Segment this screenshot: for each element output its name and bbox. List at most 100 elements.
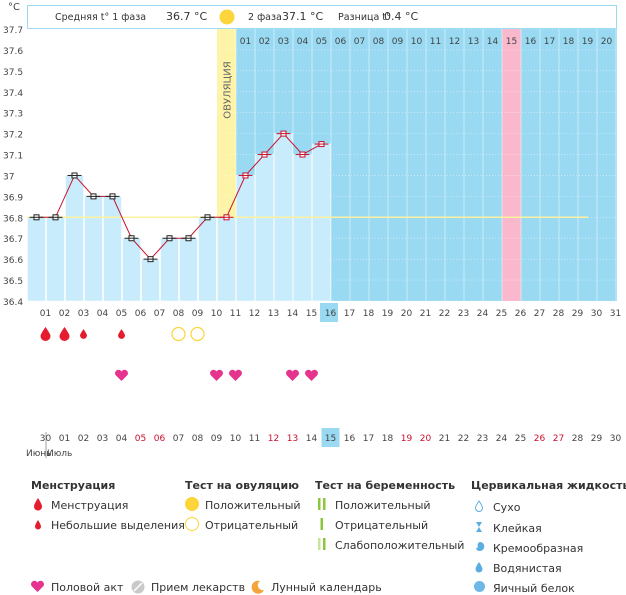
calendar-day-label: 29 [591,434,603,444]
cycle-day-label: 03 [78,309,89,319]
cycle-day-label: 23 [458,309,469,319]
y-tick-label: 37.7 [3,26,23,36]
month-label-july: Июль [47,449,72,459]
single-stripe-icon [320,518,323,530]
phase-day-label: 09 [392,37,404,47]
menstruation-drop-icon [40,327,51,342]
cycle-day-label: 17 [344,309,355,319]
drop-icon [34,498,42,511]
cycle-day-label: 13 [268,309,279,319]
calendar-day-label: 08 [192,434,204,444]
watery-drop-icon [475,562,483,573]
calendar-day-label: 16 [344,434,356,444]
cycle-day-label: 18 [363,309,375,319]
calendar-day-label: 13 [287,434,298,444]
temperature-bar [84,196,103,302]
temperature-bar [293,154,312,302]
cycle-day-label: 16 [325,309,337,319]
legend-medication: Прием лекарств [151,581,246,594]
calendar-day-label: 19 [401,434,413,444]
phase1-average-label: Средняя t° 1 фаза [55,12,146,23]
cycle-day-label: 11 [230,309,241,319]
pink-highlight-column [502,29,521,301]
phase-day-label: 15 [506,37,517,47]
today-calendar-highlight [321,428,340,447]
menstruation-drop-icon [80,329,87,339]
phase-day-label: 20 [601,37,613,47]
cycle-day-label: 24 [477,309,489,319]
cycle-day-label: 15 [306,309,317,319]
y-tick-label: 36.8 [3,214,23,224]
cycle-day-label: 28 [553,309,565,319]
legend-pregtest-positive: Положительный [335,499,431,512]
y-tick-label: 37.1 [3,152,23,162]
phase-day-label: 11 [430,37,441,47]
cycle-day-label: 19 [382,309,394,319]
cycle-day-label: 04 [97,309,109,319]
legend-cervical-sticky: Клейкая [493,522,542,535]
cycle-day-label: 08 [173,309,185,319]
cycle-day-label: 02 [59,309,70,319]
temperature-bar [27,217,46,302]
cycle-day-label: 26 [515,309,527,319]
temperature-bar [255,154,274,302]
temperature-bar [122,237,141,302]
calendar-day-label: 17 [363,434,374,444]
phase-day-label: 03 [278,37,289,47]
y-tick-label: 37 [3,172,14,182]
calendar-day-label: 11 [249,434,260,444]
cycle-day-label: 22 [439,309,450,319]
temperature-bar [141,258,160,302]
legend-cervical-dry: Сухо [493,501,521,514]
temperature-line [36,132,322,260]
calendar-day-label: 22 [458,434,469,444]
calendar-day-label: 18 [382,434,394,444]
legend-cervical-title: Цервикальная жидкость [471,479,626,492]
cycle-day-label: 21 [420,309,431,319]
legend-pregnancy-test-title: Тест на беременность [315,479,456,492]
cycle-day-label: 20 [401,309,413,319]
legend-menstruation-item: Менструация [51,499,129,512]
legend-ovulation-test-title: Тест на овуляцию [185,479,299,492]
calendar-day-label: 27 [553,434,564,444]
y-tick-label: 37.2 [3,131,23,141]
calendar-day-label: 21 [439,434,450,444]
legend-cervical-eggwhite: Яичный белок [493,582,575,595]
cycle-day-label: 05 [116,309,127,319]
temperature-bar [160,237,179,302]
temperature-bar [312,143,331,302]
calendar-day-label: 14 [306,434,318,444]
difference-value: 0.4 °C [384,10,418,23]
calendar-day-label: 02 [78,434,89,444]
cycle-day-label: 10 [211,309,223,319]
phase-day-label: 07 [354,37,365,47]
cycle-day-label: 06 [135,309,147,319]
egg-white-icon [474,581,485,592]
intercourse-heart-icon [229,369,242,381]
intercourse-heart-icon [305,369,318,381]
month-label-june: Июнь [26,449,52,459]
cycle-day-label: 31 [610,309,621,319]
legend-pregtest-faint: Слабоположительный [335,539,465,552]
today-cycle-highlight [320,303,338,322]
heart-icon [31,580,44,592]
cycle-day-label: 25 [496,309,507,319]
phase-day-label: 14 [487,37,499,47]
temperature-bar [217,217,236,302]
cycle-day-label: 14 [287,309,299,319]
calendar-day-label: 26 [534,434,546,444]
faint-stripe-icon [318,538,326,550]
cycle-day-label: 07 [154,309,165,319]
calendar-day-label: 20 [420,434,432,444]
cycle-day-label: 01 [40,309,51,319]
temperature-bar [198,217,217,302]
positive-circle-icon [185,497,199,511]
legend-lunar-calendar: Лунный календарь [271,581,382,594]
legend-menstruation-title: Менструация [31,479,116,492]
y-tick-label: 36.6 [3,256,23,266]
temperature-bar [46,217,65,302]
moon-icon [251,580,264,594]
y-tick-label: 37.3 [3,110,23,120]
phase-day-label: 10 [411,37,423,47]
calendar-day-label: 12 [268,434,279,444]
